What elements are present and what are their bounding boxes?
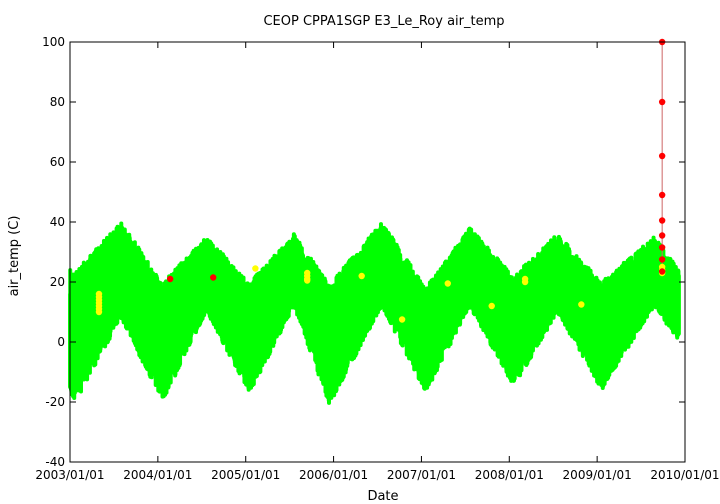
y-tick-label: 20 bbox=[50, 275, 65, 289]
questionable-data-point bbox=[521, 278, 529, 286]
questionable-data-point bbox=[444, 280, 451, 287]
y-tick-label: 40 bbox=[50, 215, 65, 229]
x-axis: 2003/01/01 2004/01/01 2005/01/01 2006/01/01… bbox=[35, 42, 720, 482]
y-axis-label: air_temp (C) bbox=[7, 216, 22, 297]
y-tick-label: 80 bbox=[50, 95, 65, 109]
bad-data-point bbox=[658, 191, 666, 199]
y-tick-label: 60 bbox=[50, 155, 65, 169]
questionable-data-point bbox=[398, 316, 406, 323]
x-tick-label: 2009/01/01 bbox=[563, 468, 632, 482]
good-series bbox=[68, 221, 681, 405]
questionable-data-point bbox=[95, 308, 103, 316]
questionable-data-point bbox=[488, 302, 495, 310]
questionable-data-point bbox=[252, 265, 259, 272]
x-axis-label: Date bbox=[367, 489, 398, 504]
bad-data-point bbox=[658, 217, 666, 224]
bad-data-point bbox=[166, 275, 174, 283]
y-axis: -40 -20 0 20 40 60 80 100 bbox=[42, 35, 685, 469]
chart-title: CEOP CPPA1SGP E3_Le_Roy air_temp bbox=[263, 14, 504, 29]
x-tick-label: 2006/01/01 bbox=[299, 468, 368, 482]
questionable-data-point bbox=[578, 301, 585, 308]
x-tick-label: 2003/01/01 bbox=[35, 468, 104, 482]
plot-frame bbox=[69, 41, 686, 463]
y-tick-label: -40 bbox=[45, 455, 65, 469]
bad-data-point bbox=[658, 98, 666, 106]
questionable-data-point bbox=[358, 272, 365, 280]
y-tick-label: 100 bbox=[42, 35, 65, 49]
x-tick-label: 2010/01/01 bbox=[650, 468, 719, 482]
x-tick-label: 2005/01/01 bbox=[211, 468, 280, 482]
x-tick-label: 2004/01/01 bbox=[123, 468, 192, 482]
bad-data-point bbox=[658, 152, 666, 160]
bad-data-point bbox=[210, 274, 217, 281]
bad-data-point bbox=[658, 232, 666, 239]
x-tick-label: 2008/01/01 bbox=[475, 468, 544, 482]
questionable-data-point bbox=[304, 277, 311, 284]
y-tick-label: -20 bbox=[45, 395, 65, 409]
x-tick-label: 2007/01/01 bbox=[387, 468, 456, 482]
bad-data-point bbox=[658, 268, 666, 275]
y-tick-label: 0 bbox=[57, 335, 65, 349]
bad-data-point bbox=[658, 244, 666, 251]
bad-data-point bbox=[658, 256, 666, 263]
